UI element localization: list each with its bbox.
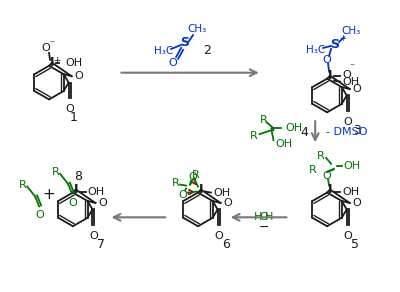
Text: 2: 2 — [203, 44, 211, 58]
Text: O: O — [343, 231, 352, 241]
Text: O: O — [189, 172, 198, 182]
Text: 7: 7 — [97, 238, 105, 251]
Text: H: H — [265, 212, 274, 222]
Text: 3: 3 — [353, 124, 361, 137]
Text: CH₃: CH₃ — [187, 24, 207, 34]
Text: R: R — [250, 131, 258, 141]
Text: −: − — [258, 221, 269, 234]
Text: S: S — [181, 36, 190, 49]
Text: O: O — [214, 231, 223, 241]
Text: O: O — [343, 117, 352, 127]
Text: O: O — [259, 212, 268, 222]
Text: +: + — [339, 34, 346, 43]
FancyArrowPatch shape — [189, 190, 193, 194]
Text: 1: 1 — [70, 111, 78, 124]
Text: - DMSO: - DMSO — [326, 127, 368, 137]
Text: I: I — [50, 56, 54, 69]
Text: ⁻: ⁻ — [349, 63, 354, 73]
Text: 8: 8 — [74, 170, 82, 183]
Text: R: R — [19, 180, 27, 190]
Text: R: R — [52, 167, 60, 177]
Text: R: R — [317, 151, 325, 161]
Text: CH₃: CH₃ — [341, 26, 360, 36]
Text: O: O — [68, 197, 77, 208]
Text: OH: OH — [342, 77, 359, 87]
Text: R: R — [309, 165, 317, 175]
Text: I: I — [328, 69, 332, 82]
Text: ⁻: ⁻ — [50, 39, 54, 49]
Text: O: O — [179, 190, 188, 199]
Text: OH: OH — [276, 139, 292, 149]
Text: I: I — [199, 183, 203, 196]
Text: O: O — [169, 58, 178, 68]
Text: H₃C: H₃C — [154, 46, 173, 56]
Text: O: O — [323, 171, 332, 181]
Text: 4: 4 — [300, 126, 308, 139]
Text: OH: OH — [88, 187, 105, 197]
Text: O: O — [224, 198, 232, 208]
Text: OH: OH — [213, 187, 230, 198]
Text: R: R — [172, 178, 180, 188]
Text: R: R — [192, 170, 200, 180]
Text: 5: 5 — [351, 238, 359, 251]
Text: H: H — [254, 212, 262, 222]
Text: O: O — [353, 198, 362, 208]
Text: O: O — [323, 55, 332, 65]
Text: OH: OH — [286, 123, 302, 133]
Text: 6: 6 — [222, 238, 230, 251]
Text: H₃C: H₃C — [306, 45, 325, 55]
Text: S: S — [330, 39, 340, 51]
Text: O: O — [65, 105, 74, 114]
Text: +: + — [53, 56, 61, 65]
Text: O: O — [353, 84, 362, 94]
Text: OH: OH — [342, 187, 359, 197]
Text: OH: OH — [343, 161, 360, 171]
Text: O: O — [74, 71, 83, 81]
Text: O: O — [98, 198, 107, 208]
Text: O: O — [342, 70, 351, 80]
Text: O: O — [89, 231, 98, 241]
Text: R: R — [260, 115, 268, 125]
Text: O: O — [42, 43, 50, 53]
FancyArrowPatch shape — [191, 179, 196, 184]
Text: I: I — [74, 183, 78, 196]
Text: O: O — [36, 210, 44, 220]
Text: OH: OH — [65, 58, 82, 68]
Text: +: + — [43, 187, 56, 202]
Text: I: I — [328, 183, 332, 196]
